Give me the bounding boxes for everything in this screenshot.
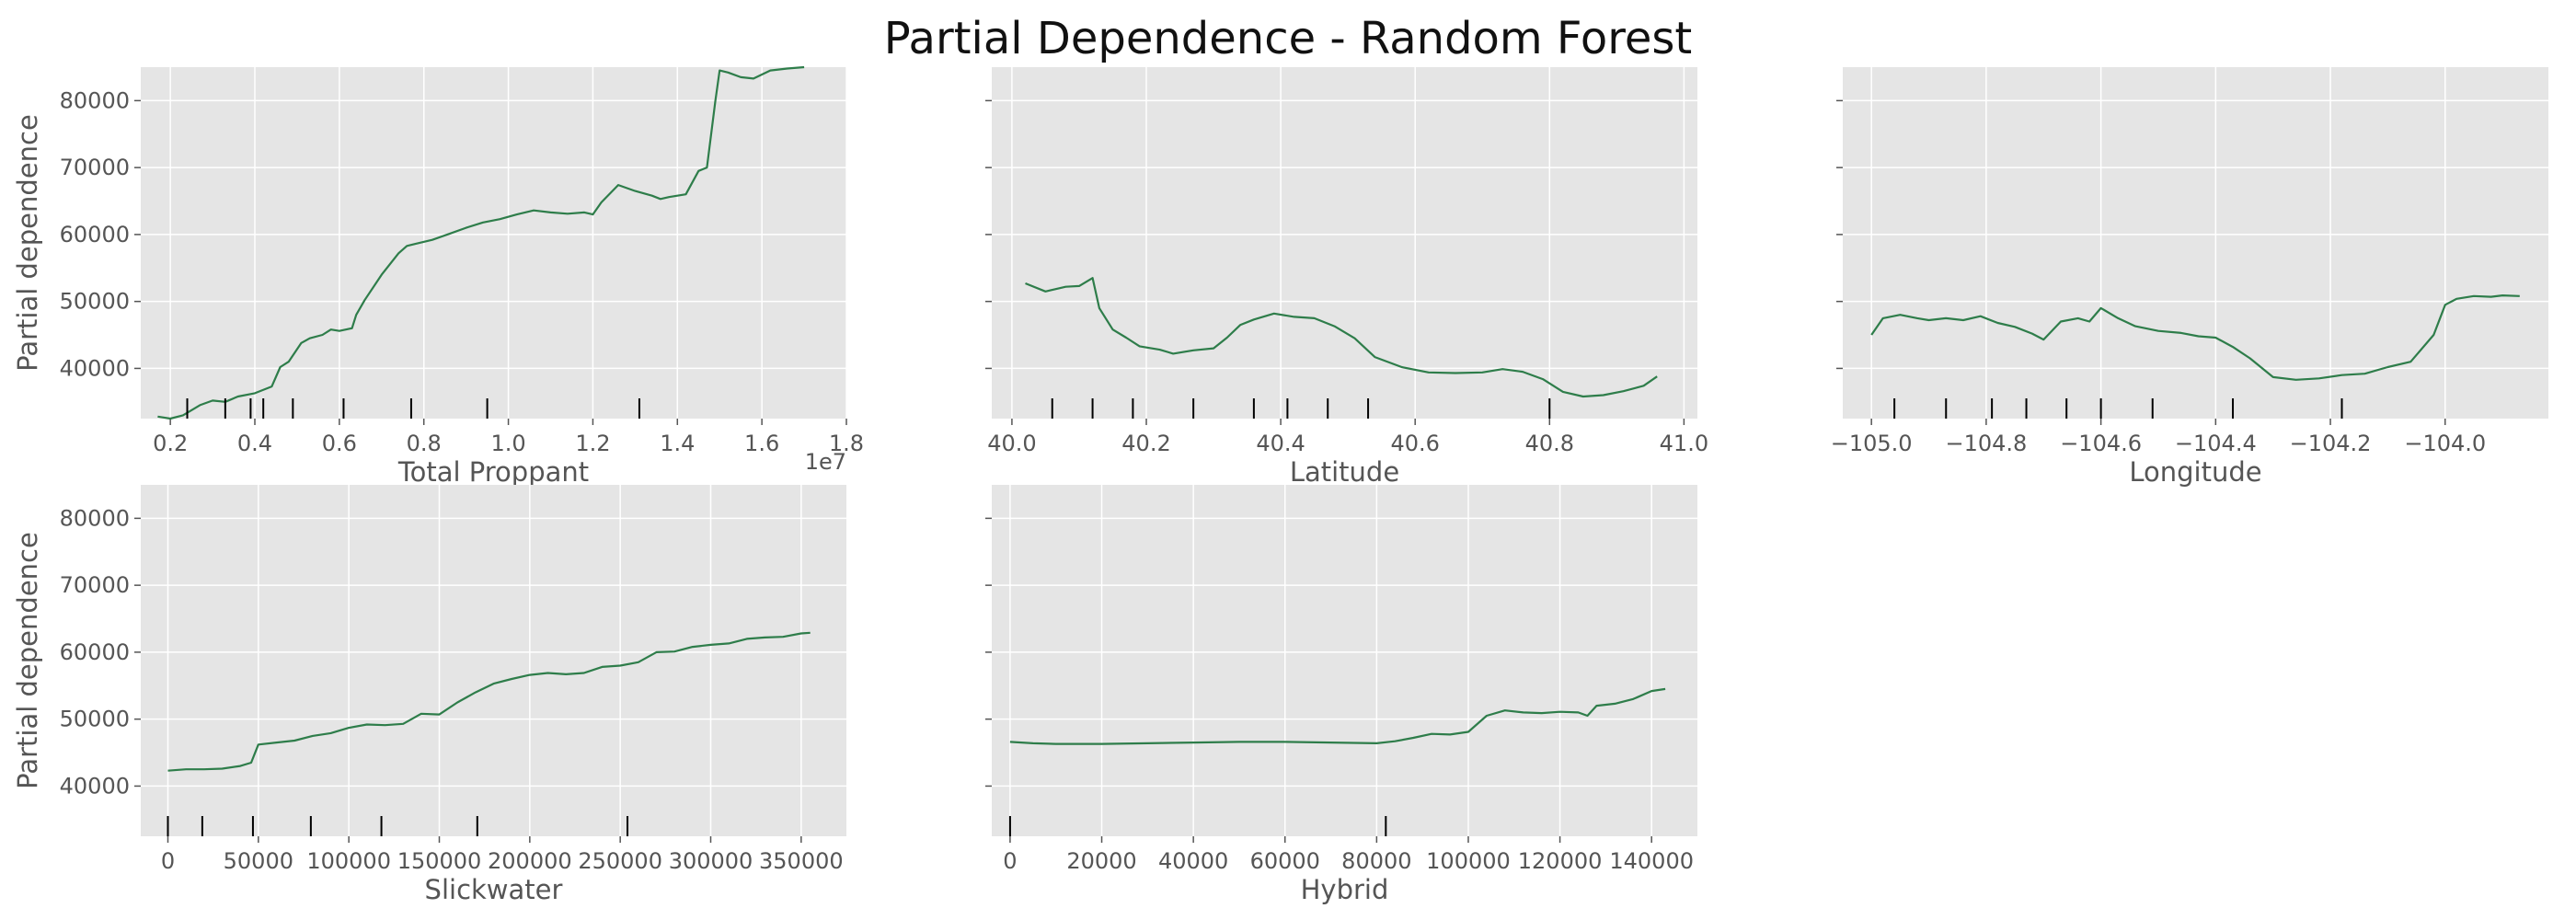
x-tick-label: −104.6 — [2060, 431, 2142, 456]
pd-line — [1009, 687, 1666, 745]
axes-background — [992, 67, 1697, 419]
x-tick-label: 350000 — [759, 848, 844, 874]
y-tick-label: 40000 — [60, 773, 130, 799]
x-axis-label: Hybrid — [1301, 874, 1389, 905]
x-tick-label: −104.2 — [2290, 431, 2372, 456]
pd-panel-5: 0 20000 40000 60000 80000 100000 120000 140000 H… — [985, 485, 1697, 905]
x-tick-label: 1.8 — [829, 431, 864, 456]
x-tick-label: 0 — [161, 848, 175, 874]
x-tick-label: 1.2 — [575, 431, 610, 456]
x-tick-label: 0.4 — [237, 431, 272, 456]
y-tick-label: 40000 — [60, 355, 130, 381]
pd-line — [167, 631, 811, 772]
x-tick-label: 41.0 — [1660, 431, 1708, 456]
pd-line — [1870, 294, 2520, 381]
y-tick-label: 70000 — [60, 155, 130, 180]
x-axis-label: Total Proppant — [397, 456, 589, 488]
x-offset-label: 1e7 — [805, 449, 846, 475]
x-tick-label: 300000 — [669, 848, 753, 874]
axes-background — [1843, 67, 2548, 419]
x-tick-label: 40.8 — [1525, 431, 1574, 456]
x-tick-label: 150000 — [397, 848, 482, 874]
x-tick-label: −104.0 — [2404, 431, 2486, 456]
y-tick-label: 80000 — [60, 87, 130, 113]
y-axis-label: Partial dependence — [12, 532, 43, 789]
x-tick-label: 40000 — [1158, 848, 1228, 874]
y-tick-label: 80000 — [60, 505, 130, 531]
x-tick-label: 0 — [1003, 848, 1017, 874]
x-tick-label: 100000 — [306, 848, 391, 874]
axes-background — [141, 485, 846, 836]
x-tick-label: 0.2 — [153, 431, 188, 456]
y-tick-label: 60000 — [60, 222, 130, 247]
pd-panel-2: 40.0 40.2 40.4 40.6 40.8 41.0 Latitude — [985, 67, 1708, 488]
x-tick-label: 1.0 — [490, 431, 525, 456]
x-tick-label: −104.8 — [1945, 431, 2027, 456]
pd-panel-4: 0 50000 100000 150000 200000 250000 300000 3500… — [12, 485, 846, 905]
x-tick-label: 60000 — [1250, 848, 1320, 874]
x-tick-label: −105.0 — [1831, 431, 1913, 456]
x-tick-label: 40.6 — [1390, 431, 1439, 456]
x-tick-label: 1.4 — [660, 431, 695, 456]
x-tick-label: 140000 — [1609, 848, 1694, 874]
x-tick-label: 200000 — [488, 848, 572, 874]
x-tick-label: 1.6 — [744, 431, 779, 456]
pd-line — [1025, 277, 1658, 398]
axes-background — [992, 485, 1697, 836]
x-tick-label: 20000 — [1066, 848, 1136, 874]
pd-panel-1: 0.2 0.4 0.6 0.8 1.0 1.2 1.4 1.6 1.8 40000 50000 600… — [12, 65, 864, 488]
axes-background — [141, 67, 846, 419]
y-tick-label: 60000 — [60, 639, 130, 665]
x-axis-label: Slickwater — [425, 874, 563, 905]
y-tick-label: 70000 — [60, 572, 130, 598]
x-tick-label: 0.8 — [407, 431, 442, 456]
x-axis-label: Latitude — [1290, 456, 1399, 488]
pd-line — [157, 65, 805, 420]
x-tick-label: 40.2 — [1121, 431, 1170, 456]
x-tick-label: 40.0 — [987, 431, 1036, 456]
x-tick-label: 80000 — [1341, 848, 1411, 874]
y-axis-label: Partial dependence — [12, 114, 43, 372]
x-axis-label: Longitude — [2129, 456, 2261, 488]
x-tick-label: 120000 — [1518, 848, 1603, 874]
y-tick-label: 50000 — [60, 707, 130, 732]
x-tick-label: 40.4 — [1256, 431, 1305, 456]
figure-title: Partial Dependence - Random Forest — [883, 13, 1693, 64]
y-tick-label: 50000 — [60, 289, 130, 315]
x-tick-label: 50000 — [224, 848, 293, 874]
x-tick-label: 0.6 — [322, 431, 357, 456]
x-tick-label: 100000 — [1426, 848, 1511, 874]
x-tick-label: −104.4 — [2175, 431, 2257, 456]
x-tick-label: 250000 — [578, 848, 662, 874]
pd-panel-3: −105.0 −104.8 −104.6 −104.4 −104.2 −104.0 Long… — [1831, 67, 2548, 488]
